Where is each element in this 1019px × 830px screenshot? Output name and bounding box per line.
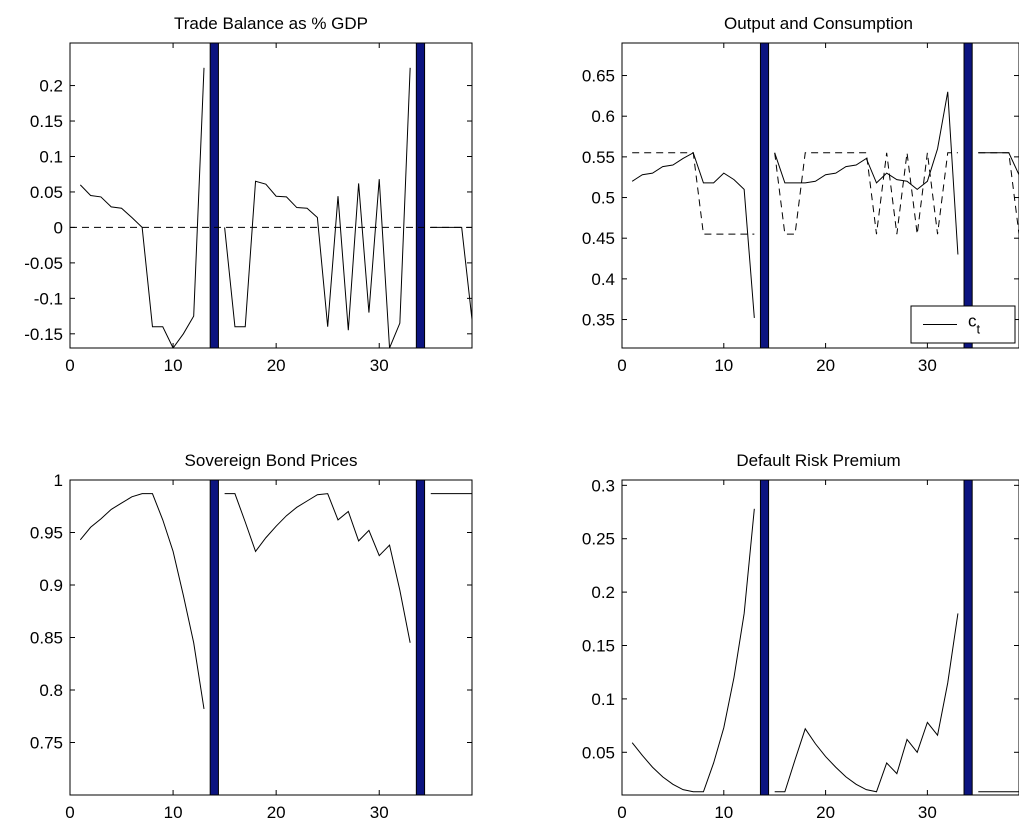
risk-premium-default-shade-0	[759, 480, 770, 795]
trade-balance-xtick-label-2: 20	[267, 356, 286, 375]
bond-prices-axes-frame	[69, 479, 473, 796]
trade-balance-default-shade-1	[415, 43, 426, 348]
output-consumption-default-shade-1	[963, 43, 973, 348]
trade-balance-title: Trade Balance as % GDP	[174, 14, 368, 33]
bond-prices-title: Sovereign Bond Prices	[185, 451, 358, 470]
bond-prices-xtick-label-2: 20	[267, 803, 286, 822]
trade-balance-xtick-label-1: 10	[164, 356, 183, 375]
output-consumption-default-shade-0	[759, 43, 770, 348]
bond-prices-xtick-label-3: 30	[370, 803, 389, 822]
output-consumption-title: Output and Consumption	[724, 14, 913, 33]
output-consumption-ytick-label-6: 0.65	[582, 67, 615, 86]
output-consumption-axes-frame	[621, 42, 1019, 349]
output-consumption-chart: 0 10 20 30 0.35 0.4 0.45 0.5 0.55 0.6 0.65 Output a…	[582, 14, 1019, 375]
trade-balance-ytick-label-3: 0	[54, 218, 63, 237]
risk-premium-ytick-label-4: 0.25	[582, 530, 615, 549]
trade-balance-ytick-label-7: 0.2	[39, 77, 63, 96]
output-consumption-legend: ct	[910, 305, 1016, 344]
bond-prices-ytick-label-0: 0.75	[30, 734, 63, 753]
risk-premium-series-solid-0	[631, 508, 1019, 793]
risk-premium-title: Default Risk Premium	[736, 451, 900, 470]
bond-prices-ytick-label-4: 0.95	[30, 524, 63, 543]
bond-prices-ytick-label-1: 0.8	[39, 681, 63, 700]
output-consumption-xtick-label-0: 0	[617, 356, 626, 375]
trade-balance-xtick-label-0: 0	[65, 356, 74, 375]
trade-balance-ytick-label-0: -0.15	[24, 325, 63, 344]
risk-premium-plot-area	[631, 480, 1019, 795]
risk-premium-xtick-label-0: 0	[617, 803, 626, 822]
risk-premium-xtick-label-1: 10	[714, 803, 733, 822]
bond-prices-ytick-label-3: 0.9	[39, 576, 63, 595]
risk-premium-xtick-label-2: 20	[816, 803, 835, 822]
trade-balance-series-solid-0	[79, 67, 472, 348]
output-consumption-xtick-label-1: 10	[714, 356, 733, 375]
risk-premium-ytick-label-5: 0.3	[591, 476, 615, 495]
output-consumption-xtick-label-2: 20	[816, 356, 835, 375]
bond-prices-xtick-label-0: 0	[65, 803, 74, 822]
output-consumption-ytick-label-5: 0.6	[591, 107, 615, 126]
output-consumption-plot-area	[631, 43, 1019, 348]
bond-prices-series-solid-0	[79, 493, 472, 709]
output-consumption-series-dashed-1	[632, 152, 1019, 235]
trade-balance-plot-area	[70, 43, 472, 348]
bond-prices-xtick-label-1: 10	[164, 803, 183, 822]
output-consumption-legend-label-0: ct	[968, 312, 981, 337]
output-consumption-ytick-label-4: 0.55	[582, 148, 615, 167]
trade-balance-chart: 0 10 20 30 -0.15 -0.1 -0.05 0 0.05 0.1 0.15 0.2 Trad…	[24, 14, 473, 375]
bond-prices-default-shade-1	[415, 480, 426, 795]
risk-premium-ytick-label-3: 0.2	[591, 583, 615, 602]
risk-premium-ytick-label-2: 0.15	[582, 637, 615, 656]
risk-premium-ytick-label-1: 0.1	[591, 690, 615, 709]
bond-prices-ytick-label-2: 0.85	[30, 629, 63, 648]
output-consumption-ytick-label-0: 0.35	[582, 311, 615, 330]
trade-balance-ytick-label-1: -0.1	[34, 289, 63, 308]
output-consumption-ytick-label-3: 0.5	[591, 189, 615, 208]
trade-balance-ytick-label-6: 0.15	[30, 112, 63, 131]
bond-prices-chart: 0 10 20 30 0.75 0.8 0.85 0.9 0.95 1 Sovereign Bond…	[30, 451, 473, 822]
output-consumption-ytick-label-1: 0.4	[591, 270, 615, 289]
output-consumption-ytick-label-2: 0.45	[582, 229, 615, 248]
risk-premium-default-shade-1	[963, 480, 973, 795]
trade-balance-ytick-label-5: 0.1	[39, 147, 63, 166]
trade-balance-ytick-label-4: 0.05	[30, 183, 63, 202]
bond-prices-default-shade-0	[209, 480, 219, 795]
bond-prices-plot-area	[79, 480, 472, 795]
trade-balance-axes-frame	[69, 42, 473, 349]
trade-balance-xtick-label-3: 30	[370, 356, 389, 375]
risk-premium-axes-frame	[621, 479, 1019, 796]
trade-balance-ytick-label-2: -0.05	[24, 254, 63, 273]
risk-premium-chart: 0 10 20 30 0.05 0.1 0.15 0.2 0.25 0.3 Default Risk…	[582, 451, 1019, 822]
bond-prices-ytick-label-5: 1	[54, 471, 63, 490]
risk-premium-xtick-label-3: 30	[918, 803, 937, 822]
output-consumption-series-solid-0	[631, 91, 1019, 318]
risk-premium-ytick-label-0: 0.05	[582, 743, 615, 762]
output-consumption-xtick-label-3: 30	[918, 356, 937, 375]
trade-balance-default-shade-0	[209, 43, 219, 348]
